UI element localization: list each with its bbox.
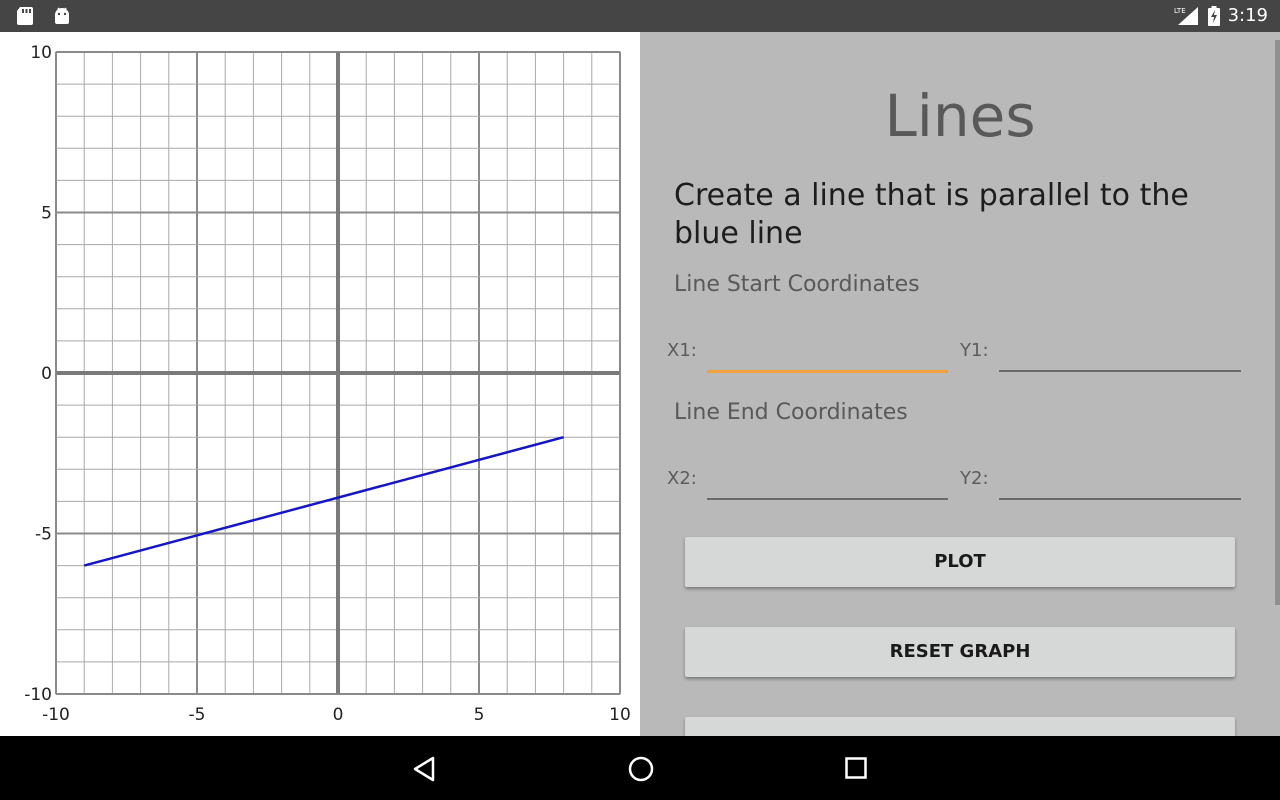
battery-charging-icon [1207,5,1220,26]
partially-hidden-button[interactable] [685,717,1235,736]
x1-input[interactable] [707,336,952,370]
page-title: Lines [884,82,1036,150]
instruction-text: Create a line that is parallel to the bl… [674,178,1189,251]
y-tick-label: 5 [41,204,52,224]
y-tick-label: 0 [41,364,52,384]
back-icon[interactable] [412,756,436,782]
plot-button[interactable]: PLOT [685,537,1235,587]
y1-input[interactable] [999,336,1245,370]
sd-card-icon [17,7,33,25]
graph-pane: -10 -5 0 5 10 10 5 0 -5 -10 [0,32,640,736]
y1-label: Y1: [960,340,989,361]
control-panel: Lines Create a line that is parallel to … [640,32,1280,736]
status-bar: LTE 3:19 [0,0,1280,32]
y-tick-label: 10 [30,43,52,63]
android-icon [55,7,69,24]
scrollbar[interactable] [1275,40,1280,605]
x-tick-label: 5 [474,705,485,725]
plot-border [55,51,621,695]
end-section-label: Line End Coordinates [674,400,908,425]
coordinate-graph[interactable]: -10 -5 0 5 10 10 5 0 -5 -10 [0,32,640,736]
x-tick-label: -5 [189,705,206,725]
lte-signal-icon: LTE [1173,5,1198,25]
x-tick-label: 0 [333,705,344,725]
y2-underline [999,498,1241,500]
x2-underline [707,498,948,500]
lte-label: LTE [1174,7,1186,15]
navigation-bar [0,736,1280,800]
start-section-label: Line Start Coordinates [674,272,920,297]
y2-label: Y2: [960,468,989,489]
y1-underline [999,370,1241,372]
x2-label: X2: [667,468,697,489]
x1-label: X1: [667,340,697,361]
x2-input[interactable] [707,464,952,498]
x-tick-label: 10 [609,705,631,725]
blue-line [83,435,564,567]
recents-icon[interactable] [845,757,867,779]
x1-underline [707,370,948,373]
reset-graph-button[interactable]: RESET GRAPH [685,627,1235,677]
y2-input[interactable] [999,464,1245,498]
x-tick-label: -10 [42,705,70,725]
clock-time: 3:19 [1227,5,1268,26]
home-icon[interactable] [627,755,655,783]
y-tick-label: -5 [35,525,52,545]
y-tick-label: -10 [24,685,52,705]
